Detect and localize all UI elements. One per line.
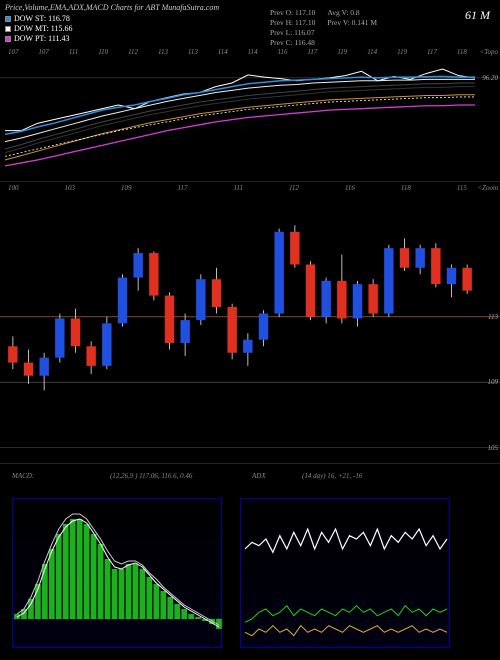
xtick: 113 — [158, 48, 168, 56]
stat-prefix3: Prev — [270, 28, 284, 37]
swatch-st — [5, 16, 11, 22]
legend-mt: DOW MT: 115.66 — [5, 24, 73, 34]
xtick: 111 — [69, 48, 78, 56]
xtick: 110 — [98, 48, 108, 56]
legend-st: DOW ST: 116.78 — [5, 14, 73, 24]
stat-o: O: 117.10 — [286, 8, 316, 17]
xtick: 111 — [233, 184, 242, 192]
legend-pt: DOW PT: 111.43 — [5, 34, 73, 44]
candle-panel: 100 103 109 117 111 112 116 118 115 <Zoom 113 109… — [0, 186, 500, 464]
stat-h: H: 117.10 — [286, 18, 316, 27]
xtick: 109 — [121, 184, 132, 192]
stat-l: L: 116.07 — [286, 28, 315, 37]
macd-label: MACD: — [12, 472, 34, 480]
candle-ytick: 105 — [488, 444, 499, 452]
legend-mt-label: DOW MT: 115.66 — [14, 24, 73, 34]
adx-values: (14 day) 16, +21, -16 — [302, 472, 362, 480]
adx-label: ADX — [252, 472, 266, 480]
adx-chart — [241, 499, 451, 649]
xtick: 107 — [8, 48, 19, 56]
xtick: 114 — [218, 48, 228, 56]
xtick: 116 — [278, 48, 288, 56]
macd-chart — [13, 499, 223, 649]
page-title: Price,Volume,EMA,ADX,MACD Charts for ABT… — [5, 3, 219, 12]
swatch-mt — [5, 26, 11, 32]
xtick: 112 — [128, 48, 138, 56]
ema-panel: 107 107 111 110 112 113 113 114 114 116 117 119 114 1… — [0, 50, 500, 182]
candle-chart — [0, 186, 500, 464]
xtick: 100 — [8, 184, 19, 192]
xtick: 107 — [38, 48, 49, 56]
stat-prefix: Prev — [270, 8, 284, 17]
xtick: 114 — [248, 48, 258, 56]
ema-xaxis: 107 107 111 110 112 113 113 114 114 116 117 119 114 1… — [0, 48, 475, 56]
big-volume: 61 M — [465, 8, 490, 23]
stat-prevv: Prev V: 0.141 M — [327, 18, 377, 28]
xtick: 118 — [457, 48, 467, 56]
ema-y-label: 96.20 — [482, 74, 498, 82]
legend: DOW ST: 116.78 DOW MT: 115.66 DOW PT: 11… — [5, 14, 73, 44]
candle-topo-tag: <Zoom — [477, 184, 498, 192]
xtick: 117 — [427, 48, 437, 56]
adx-box — [240, 498, 450, 648]
xtick: 103 — [65, 184, 76, 192]
xtick: 113 — [188, 48, 198, 56]
legend-pt-label: DOW PT: 111.43 — [14, 34, 70, 44]
xtick: 112 — [289, 184, 299, 192]
stat-c: C: 116.48 — [286, 38, 315, 47]
legend-st-label: DOW ST: 116.78 — [14, 14, 70, 24]
candle-xaxis: 100 103 109 117 111 112 116 118 115 — [0, 184, 475, 192]
macd-box — [12, 498, 222, 648]
stat-avgv: Avg V: 0.8 — [327, 8, 359, 18]
ema-chart — [0, 50, 500, 182]
ema-topo-tag: <Topo — [480, 48, 498, 56]
xtick: 118 — [401, 184, 411, 192]
xtick: 115 — [457, 184, 467, 192]
xtick: 117 — [178, 184, 188, 192]
xtick: 117 — [307, 48, 317, 56]
stat-prefix2: Prev — [270, 18, 284, 27]
candle-ytick: 109 — [488, 378, 499, 386]
stats: Prev O: 117.10 Avg V: 0.8 Prev H: 117.10… — [270, 8, 377, 48]
xtick: 119 — [397, 48, 407, 56]
xtick: 119 — [337, 48, 347, 56]
xtick: 116 — [345, 184, 355, 192]
stat-prefix4: Prev — [270, 38, 284, 47]
xtick: 114 — [367, 48, 377, 56]
candle-ytick: 113 — [488, 313, 498, 321]
macd-values: (12,26,9 ) 117.06, 116.6, 0.46 — [110, 472, 192, 480]
swatch-pt — [5, 36, 11, 42]
